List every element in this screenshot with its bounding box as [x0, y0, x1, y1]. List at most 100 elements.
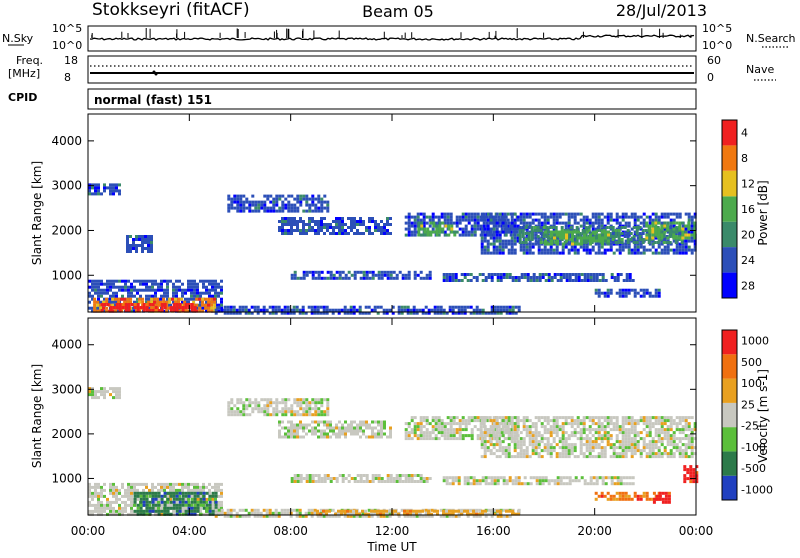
power-cell: [545, 279, 548, 282]
velocity-cell: [420, 434, 423, 437]
power-cell: [106, 292, 109, 295]
power-cell: [529, 249, 532, 252]
power-cell: [199, 292, 202, 295]
power-cell: [506, 273, 509, 276]
velocity-cell: [326, 404, 329, 407]
velocity-cell: [94, 510, 97, 513]
power-cell: [687, 222, 690, 225]
power-cell: [125, 306, 128, 309]
velocity-cell: [517, 425, 520, 428]
power-cell: [593, 279, 596, 282]
velocity-cell: [604, 416, 607, 419]
velocity-cell: [318, 474, 321, 477]
power-cell: [140, 306, 143, 309]
velocity-cell: [187, 489, 190, 492]
power-cell: [168, 298, 171, 301]
velocity-cell: [212, 510, 215, 513]
velocity-cell: [640, 452, 643, 455]
velocity-cell: [420, 474, 423, 477]
velocity-cell: [625, 431, 628, 434]
power-cell: [542, 273, 545, 276]
velocity-cell: [429, 431, 432, 434]
velocity-cell: [517, 440, 520, 443]
power-cell: [550, 216, 553, 219]
power-cell: [214, 295, 217, 298]
power-cell: [496, 252, 499, 255]
velocity-cell: [278, 410, 281, 413]
power-cell: [311, 306, 314, 309]
velocity-cell: [481, 440, 484, 443]
velocity-cell: [471, 416, 474, 419]
velocity-cell: [577, 437, 580, 440]
velocity-cell: [574, 455, 577, 458]
power-cell: [393, 271, 396, 274]
power-cell: [531, 226, 534, 229]
velocity-cell: [471, 419, 474, 422]
velocity-cell: [589, 455, 592, 458]
velocity-cell: [309, 477, 312, 480]
velocity-cell: [348, 474, 351, 477]
velocity-cell: [610, 446, 613, 449]
power-cell: [97, 280, 100, 283]
velocity-cell: [185, 492, 188, 495]
power-cell: [583, 240, 586, 243]
velocity-cell: [441, 434, 444, 437]
velocity-cell: [169, 483, 172, 486]
velocity-cell: [217, 483, 220, 486]
power-cell: [483, 222, 486, 225]
velocity-cell: [281, 512, 284, 515]
velocity-cell: [592, 434, 595, 437]
velocity-cell: [151, 489, 154, 492]
velocity-cell: [121, 486, 124, 489]
power-cell: [477, 216, 480, 219]
velocity-cell: [517, 446, 520, 449]
power-cell: [386, 232, 389, 235]
velocity-cell: [414, 480, 417, 483]
velocity-cell: [511, 434, 514, 437]
power-cell: [574, 216, 577, 219]
velocity-cell: [604, 425, 607, 428]
power-cell: [592, 222, 595, 225]
power-cell: [467, 279, 470, 282]
power-cell: [664, 252, 667, 255]
velocity-cell: [538, 416, 541, 419]
velocity-cell: [115, 393, 118, 396]
velocity-cell: [170, 492, 173, 495]
power-cell: [233, 195, 236, 198]
velocity-cell: [103, 510, 106, 513]
power-colorbar-swatch: [722, 247, 737, 272]
velocity-cell: [580, 449, 583, 452]
power-cell: [193, 295, 196, 298]
power-cell: [553, 231, 556, 234]
velocity-cell: [212, 495, 215, 498]
power-cell: [481, 213, 484, 216]
velocity-cell: [254, 512, 257, 515]
velocity-cell: [146, 504, 149, 507]
power-cell: [299, 201, 302, 204]
velocity-cell: [134, 492, 137, 495]
power-cell: [97, 295, 100, 298]
velocity-cell: [354, 480, 357, 483]
velocity-cell: [496, 437, 499, 440]
power-cell: [532, 246, 535, 249]
velocity-cell: [306, 474, 309, 477]
power-cell: [664, 213, 667, 216]
velocity-cell: [329, 424, 332, 427]
power-cell: [651, 222, 654, 225]
power-cell: [618, 235, 621, 238]
power-cell: [293, 223, 296, 226]
velocity-cell: [341, 427, 344, 430]
velocity-cell: [481, 437, 484, 440]
power-cell: [559, 252, 562, 255]
power-cell: [541, 249, 544, 252]
velocity-cell: [176, 504, 179, 507]
velocity-cell: [529, 425, 532, 428]
power-cell: [429, 271, 432, 274]
power-cell: [622, 219, 625, 222]
velocity-cell: [182, 498, 185, 501]
velocity-cell: [215, 504, 218, 507]
power-cell: [272, 309, 275, 312]
power-cell: [511, 237, 514, 240]
power-cell: [538, 213, 541, 216]
